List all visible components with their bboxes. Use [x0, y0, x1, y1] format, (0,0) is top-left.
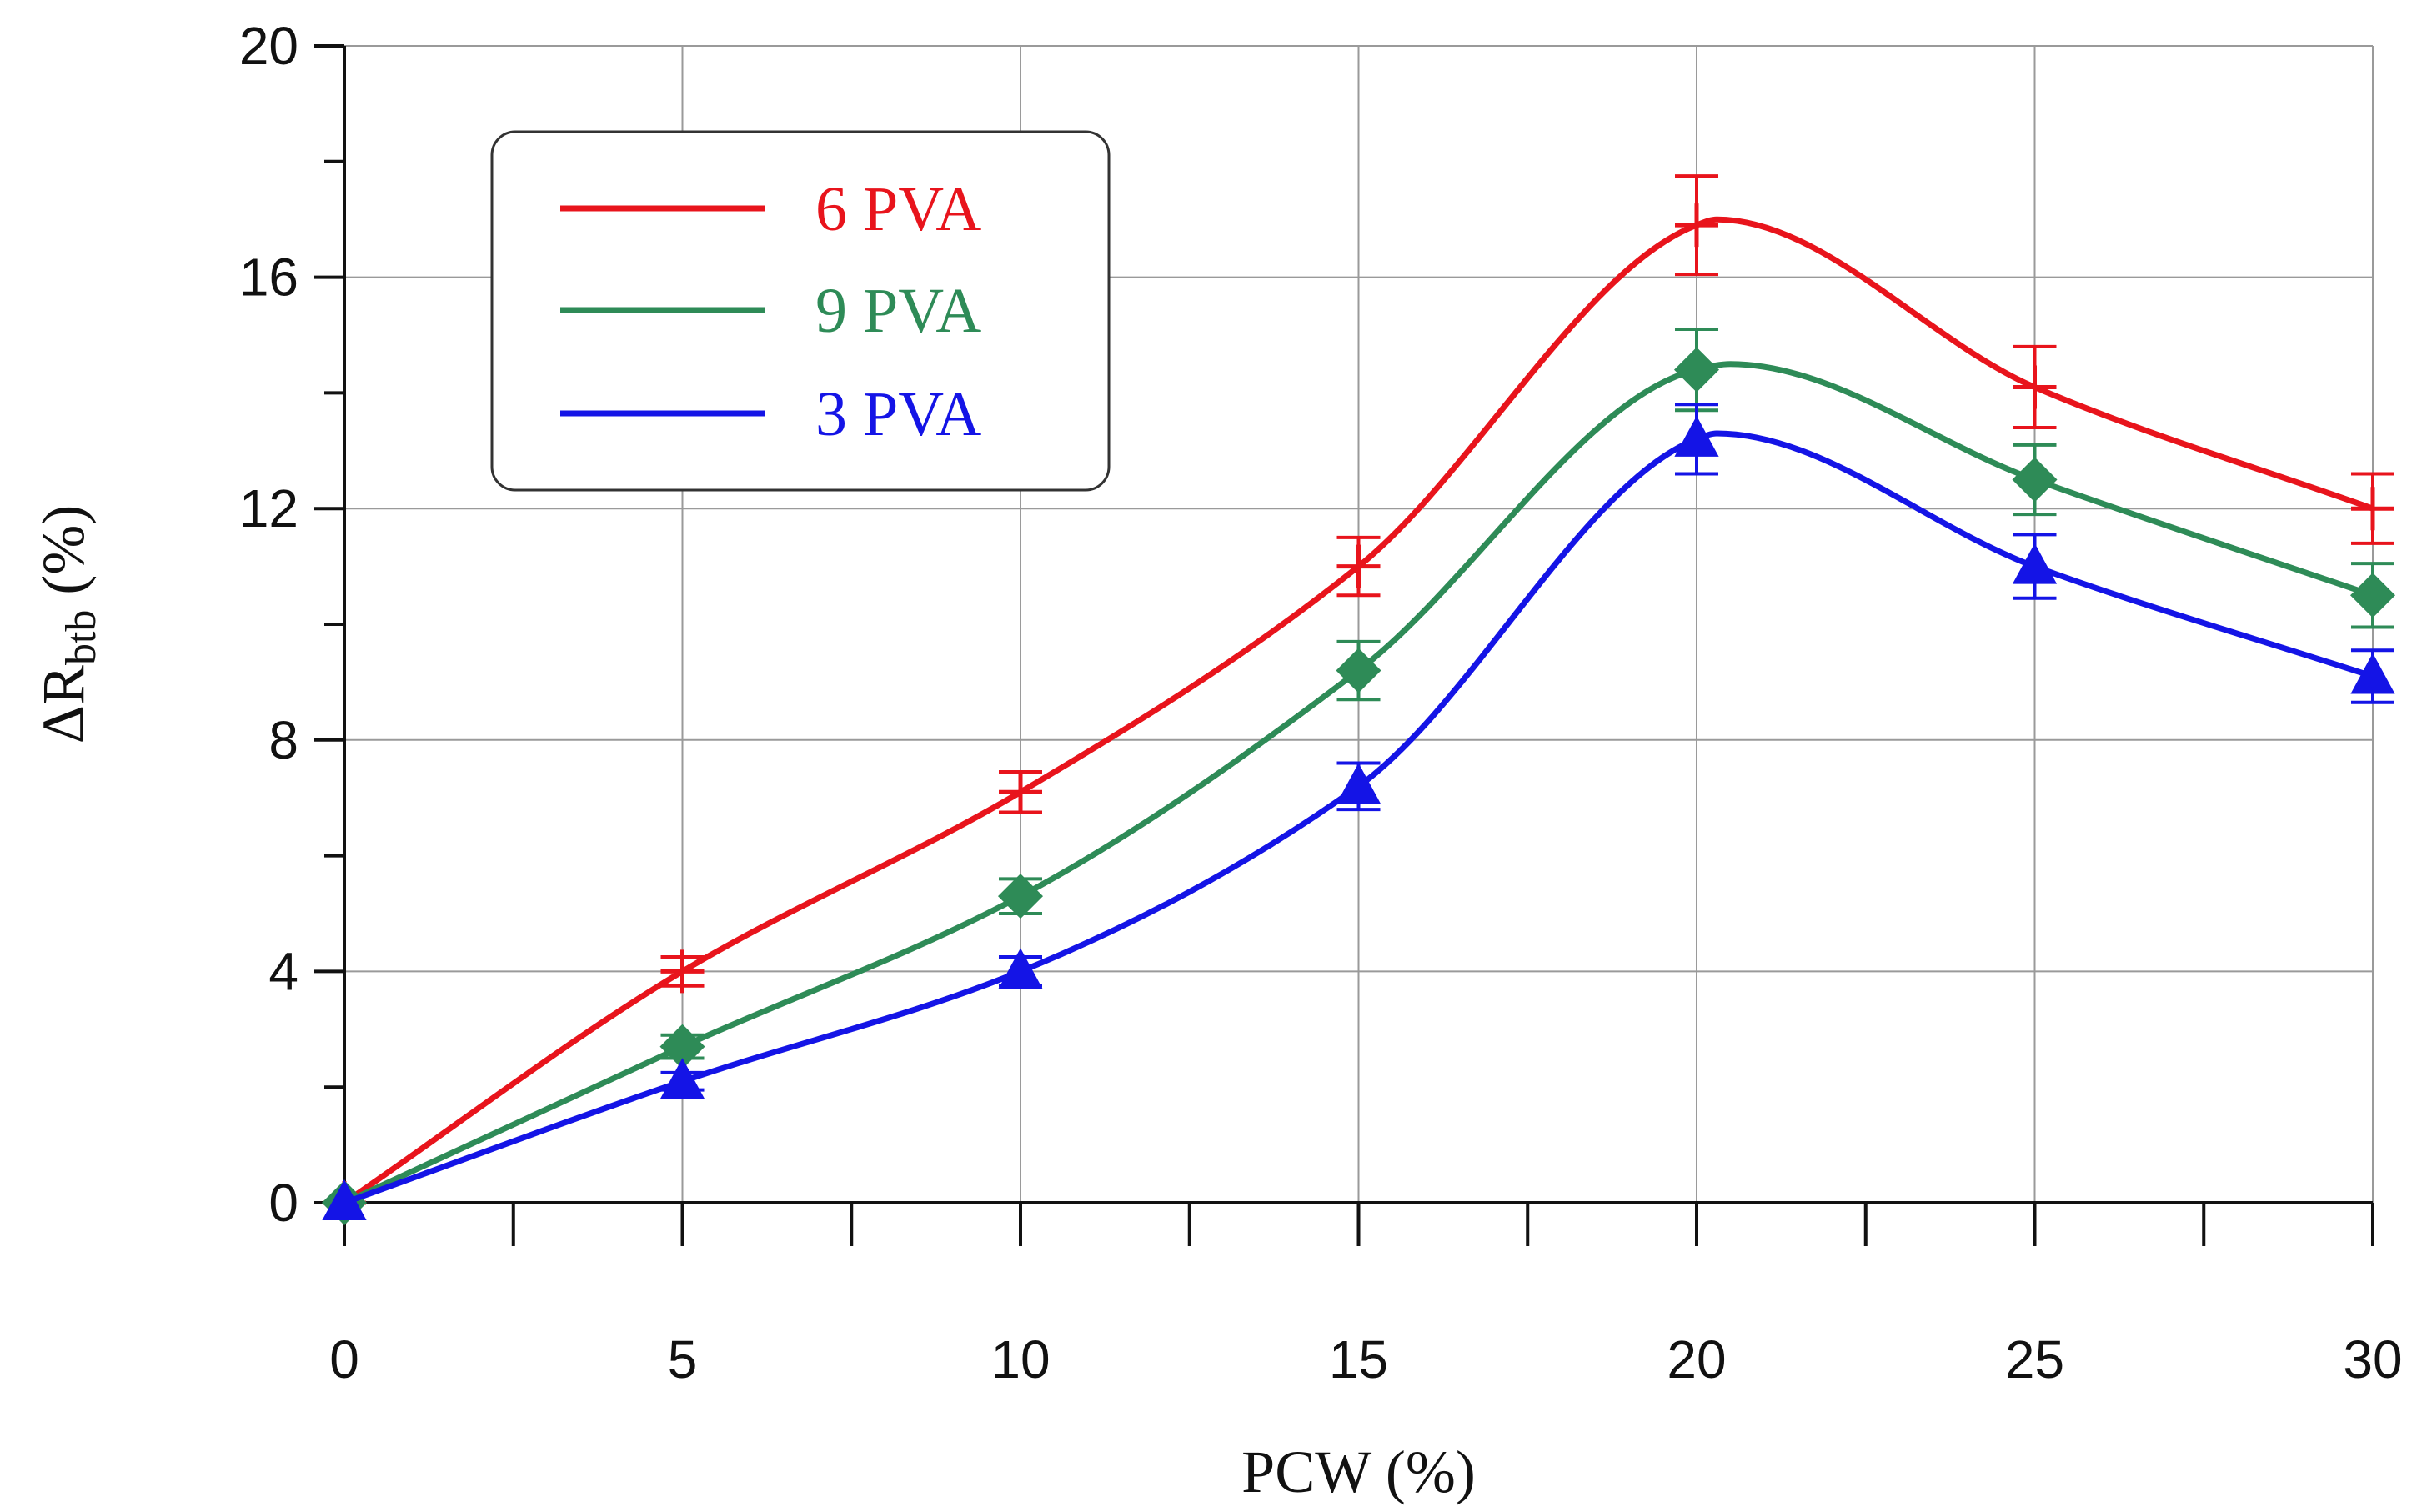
data-point-triangle: [1674, 415, 1719, 457]
y-tick-label: 20: [239, 16, 298, 76]
data-point-diamond: [998, 874, 1043, 919]
y-tick-label: 0: [268, 1173, 298, 1233]
legend-label: 6 PVA: [815, 174, 981, 244]
series-9-pva: [322, 328, 2395, 1225]
y-tick-label: 16: [239, 248, 298, 308]
x-tick-label: 20: [1667, 1329, 1726, 1389]
x-tick-label: 0: [329, 1329, 359, 1389]
series-line: [343, 216, 2374, 1205]
y-axis-label-subscript: btb: [58, 610, 105, 665]
y-tick-label: 4: [268, 941, 298, 1001]
legend-box: [490, 130, 1111, 492]
legend-label: 9 PVA: [815, 276, 981, 346]
legend-item: 3 PVA: [560, 379, 981, 449]
legend: 6 PVA 9 PVA 3 PVA: [490, 130, 1111, 492]
data-point-triangle: [659, 1058, 705, 1099]
ticks: 0 4 8 12 16 20 0 5 10 15 20 25 30: [239, 16, 2403, 1389]
y-axis-label-suffix: (%): [30, 505, 97, 610]
legend-label: 3 PVA: [815, 379, 981, 449]
data-point-triangle: [998, 948, 1043, 989]
data-point-plus: [999, 770, 1042, 814]
series-3-pva: [322, 403, 2395, 1220]
y-axis-label-prefix: ΔR: [30, 665, 97, 743]
data-point-diamond: [1336, 648, 1381, 693]
data-point-plus: [2351, 487, 2394, 531]
data-point-triangle: [322, 1179, 367, 1220]
data-point-plus: [1675, 203, 1718, 248]
x-tick-label: 5: [668, 1329, 698, 1389]
x-tick-label: 25: [2005, 1329, 2064, 1389]
x-axis-label: PCW (%): [1241, 1439, 1476, 1505]
legend-item: 9 PVA: [560, 276, 981, 346]
data-point-diamond: [659, 1024, 705, 1069]
data-point-triangle: [2350, 653, 2395, 694]
data-point-diamond: [1674, 347, 1719, 393]
legend-item: 6 PVA: [560, 174, 981, 244]
x-tick-label: 15: [1329, 1329, 1388, 1389]
x-tick-label: 10: [990, 1329, 1050, 1389]
data-point-diamond: [2012, 457, 2058, 503]
series-6-pva: [323, 174, 2394, 1224]
y-axis-label: ΔRbtb (%): [30, 505, 105, 744]
x-tick-label: 30: [2343, 1329, 2402, 1389]
data-point-plus: [2013, 365, 2057, 409]
data-point-triangle: [1336, 763, 1381, 804]
y-tick-label: 8: [268, 710, 298, 770]
data-point-diamond: [2350, 573, 2395, 618]
series-line: [343, 430, 2374, 1206]
plot-area: [322, 174, 2395, 1225]
y-tick-label: 12: [239, 478, 298, 538]
data-point-plus: [1336, 544, 1381, 588]
data-point-triangle: [2012, 543, 2058, 584]
data-point-plus: [660, 949, 705, 994]
